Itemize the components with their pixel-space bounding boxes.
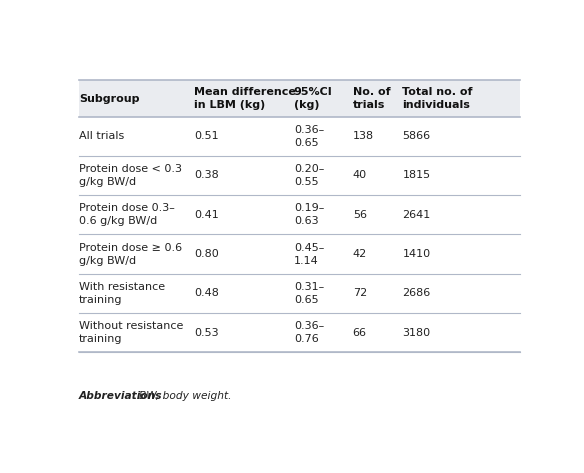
Text: 40: 40 bbox=[353, 170, 367, 181]
Text: 0.53: 0.53 bbox=[194, 328, 219, 338]
Text: 0.36–
0.65: 0.36– 0.65 bbox=[294, 125, 324, 148]
Text: 42: 42 bbox=[353, 249, 367, 259]
Text: 2641: 2641 bbox=[402, 210, 431, 220]
Text: 0.36–
0.76: 0.36– 0.76 bbox=[294, 322, 324, 344]
Text: 0.20–
0.55: 0.20– 0.55 bbox=[294, 164, 324, 187]
Text: 0.19–
0.63: 0.19– 0.63 bbox=[294, 203, 324, 226]
Text: Mean difference
in LBM (kg): Mean difference in LBM (kg) bbox=[194, 87, 296, 110]
Text: 0.48: 0.48 bbox=[194, 289, 219, 298]
Text: 5866: 5866 bbox=[402, 131, 430, 141]
Text: 66: 66 bbox=[353, 328, 367, 338]
Text: Abbreviations: Abbreviations bbox=[79, 391, 162, 401]
Text: 0.41: 0.41 bbox=[194, 210, 219, 220]
Text: No. of
trials: No. of trials bbox=[353, 87, 390, 110]
Text: Subgroup: Subgroup bbox=[79, 94, 140, 104]
Text: 72: 72 bbox=[353, 289, 367, 298]
Text: 1410: 1410 bbox=[402, 249, 430, 259]
Text: Protein dose < 0.3
g/kg BW/d: Protein dose < 0.3 g/kg BW/d bbox=[79, 164, 182, 187]
Text: 2686: 2686 bbox=[402, 289, 431, 298]
Text: With resistance
training: With resistance training bbox=[79, 282, 165, 305]
Text: Protein dose 0.3–
0.6 g/kg BW/d: Protein dose 0.3– 0.6 g/kg BW/d bbox=[79, 203, 175, 226]
Text: 0.51: 0.51 bbox=[194, 131, 219, 141]
Text: 0.38: 0.38 bbox=[194, 170, 219, 181]
Text: 0.80: 0.80 bbox=[194, 249, 219, 259]
Text: 0.31–
0.65: 0.31– 0.65 bbox=[294, 282, 324, 305]
Text: 56: 56 bbox=[353, 210, 367, 220]
Text: All trials: All trials bbox=[79, 131, 124, 141]
Text: Without resistance
training: Without resistance training bbox=[79, 322, 183, 344]
Text: Protein dose ≥ 0.6
g/kg BW/d: Protein dose ≥ 0.6 g/kg BW/d bbox=[79, 243, 182, 265]
Text: 95%CI
(kg): 95%CI (kg) bbox=[294, 87, 333, 110]
Text: 1815: 1815 bbox=[402, 170, 430, 181]
Bar bbox=[79, 80, 520, 117]
Text: 138: 138 bbox=[353, 131, 374, 141]
Text: 3180: 3180 bbox=[402, 328, 430, 338]
Text: : BW, body weight.: : BW, body weight. bbox=[133, 391, 232, 401]
Text: 0.45–
1.14: 0.45– 1.14 bbox=[294, 243, 324, 265]
Text: Total no. of
individuals: Total no. of individuals bbox=[402, 87, 473, 110]
